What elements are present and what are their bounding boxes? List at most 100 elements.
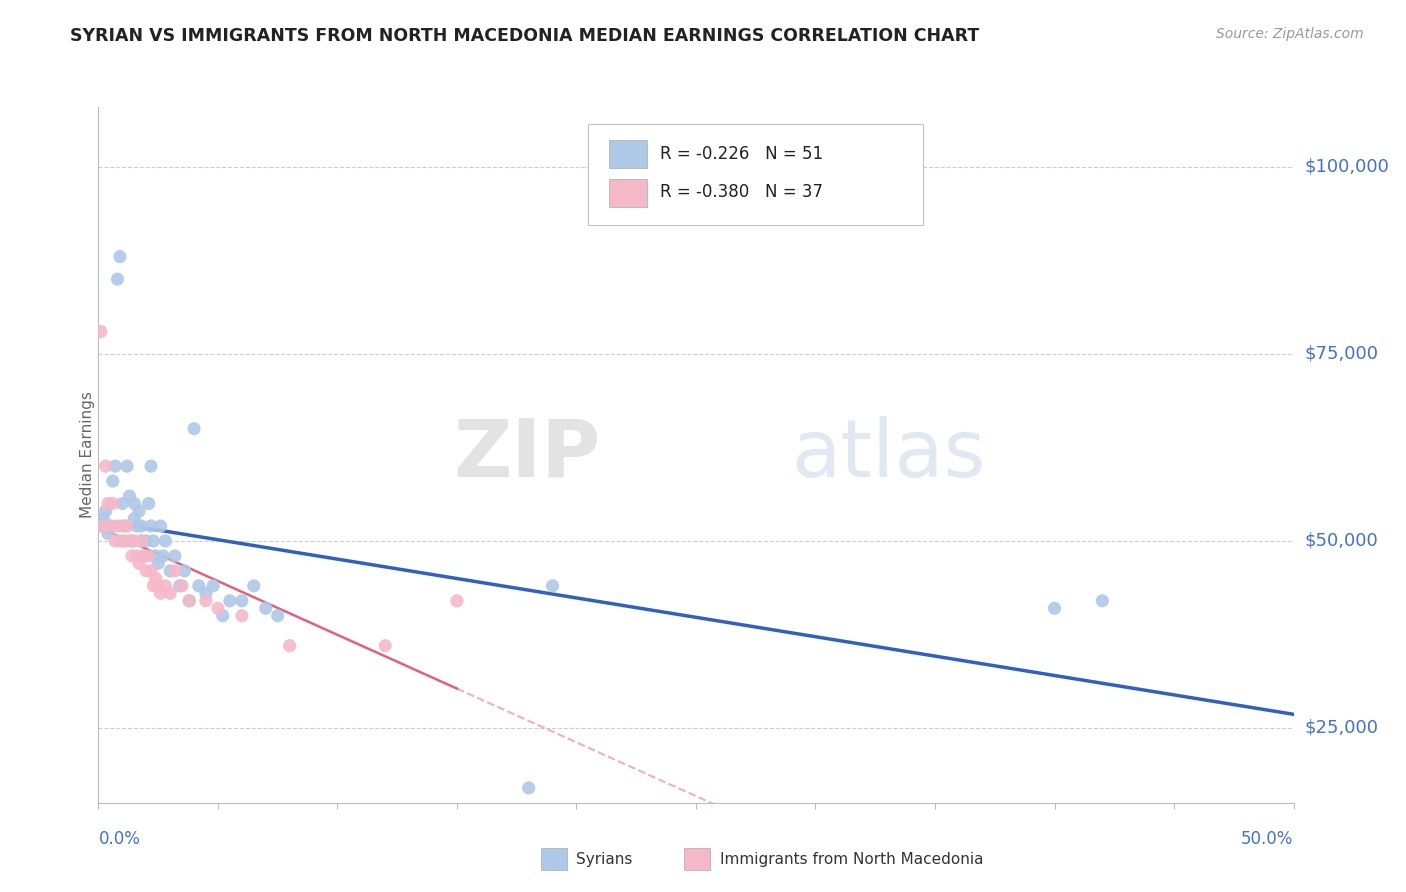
Point	[267, 608, 290, 623]
Point	[163, 564, 186, 578]
Point	[131, 519, 153, 533]
Point	[115, 519, 138, 533]
Point	[148, 579, 170, 593]
Point	[125, 519, 148, 533]
Text: $50,000: $50,000	[1305, 532, 1378, 550]
Point	[173, 564, 195, 578]
Point	[111, 533, 134, 548]
Text: atlas: atlas	[792, 416, 986, 494]
Point	[187, 579, 209, 593]
Point	[278, 639, 301, 653]
Point	[138, 497, 160, 511]
Point	[114, 519, 136, 533]
Point	[90, 325, 112, 339]
Text: 0.0%: 0.0%	[98, 830, 141, 847]
Point	[179, 594, 201, 608]
Point	[152, 549, 174, 563]
Text: Immigrants from North Macedonia: Immigrants from North Macedonia	[720, 852, 983, 867]
FancyBboxPatch shape	[685, 848, 710, 871]
Point	[132, 549, 155, 563]
Point	[172, 579, 194, 593]
Point	[107, 272, 129, 286]
Text: R = -0.226   N = 51: R = -0.226 N = 51	[661, 145, 824, 162]
Point	[139, 519, 162, 533]
Point	[155, 579, 177, 593]
Point	[107, 519, 129, 533]
Point	[108, 250, 131, 264]
Point	[183, 422, 205, 436]
Point	[135, 564, 157, 578]
Text: ZIP: ZIP	[453, 416, 600, 494]
Point	[1043, 601, 1066, 615]
Point	[254, 601, 277, 615]
Point	[101, 497, 124, 511]
Point	[98, 519, 122, 533]
Point	[149, 586, 172, 600]
Text: $100,000: $100,000	[1305, 158, 1389, 176]
Point	[145, 549, 167, 563]
Point	[114, 533, 136, 548]
Point	[108, 533, 131, 548]
Point	[194, 594, 217, 608]
Point	[207, 601, 229, 615]
Point	[132, 549, 155, 563]
Point	[121, 549, 143, 563]
Point	[97, 526, 120, 541]
Point	[118, 489, 141, 503]
Text: $75,000: $75,000	[1305, 345, 1379, 363]
Text: R = -0.380   N = 37: R = -0.380 N = 37	[661, 183, 823, 201]
FancyBboxPatch shape	[540, 848, 567, 871]
Text: $25,000: $25,000	[1305, 719, 1379, 737]
Point	[111, 497, 134, 511]
Point	[135, 533, 157, 548]
Text: SYRIAN VS IMMIGRANTS FROM NORTH MACEDONIA MEDIAN EARNINGS CORRELATION CHART: SYRIAN VS IMMIGRANTS FROM NORTH MACEDONI…	[70, 27, 980, 45]
Point	[541, 579, 564, 593]
FancyBboxPatch shape	[609, 140, 647, 169]
Point	[104, 459, 127, 474]
Point	[374, 639, 396, 653]
Point	[219, 594, 242, 608]
Point	[1091, 594, 1114, 608]
Point	[128, 504, 150, 518]
Point	[169, 579, 191, 593]
Point	[517, 780, 540, 795]
FancyBboxPatch shape	[588, 124, 922, 226]
Point	[194, 586, 217, 600]
Text: 50.0%: 50.0%	[1241, 830, 1294, 847]
Point	[179, 594, 201, 608]
Y-axis label: Median Earnings: Median Earnings	[80, 392, 94, 518]
Point	[159, 564, 181, 578]
Point	[118, 533, 141, 548]
Point	[94, 459, 117, 474]
Point	[139, 564, 162, 578]
Point	[111, 519, 134, 533]
Point	[202, 579, 225, 593]
Point	[142, 579, 165, 593]
Point	[91, 511, 114, 525]
Point	[94, 504, 117, 518]
Point	[124, 533, 146, 548]
Point	[142, 533, 165, 548]
Point	[121, 533, 143, 548]
Point	[131, 533, 153, 548]
Point	[98, 519, 122, 533]
Point	[131, 533, 153, 548]
Point	[125, 549, 148, 563]
Point	[124, 497, 146, 511]
Point	[115, 459, 138, 474]
FancyBboxPatch shape	[609, 178, 647, 207]
Point	[163, 549, 186, 563]
Point	[155, 533, 177, 548]
Point	[128, 557, 150, 571]
Point	[97, 497, 120, 511]
Point	[145, 571, 167, 585]
Point	[243, 579, 266, 593]
Text: Source: ZipAtlas.com: Source: ZipAtlas.com	[1216, 27, 1364, 41]
Point	[446, 594, 468, 608]
Point	[231, 594, 253, 608]
Point	[101, 474, 124, 488]
Point	[91, 519, 114, 533]
Point	[90, 519, 112, 533]
Point	[104, 533, 127, 548]
Point	[149, 519, 172, 533]
